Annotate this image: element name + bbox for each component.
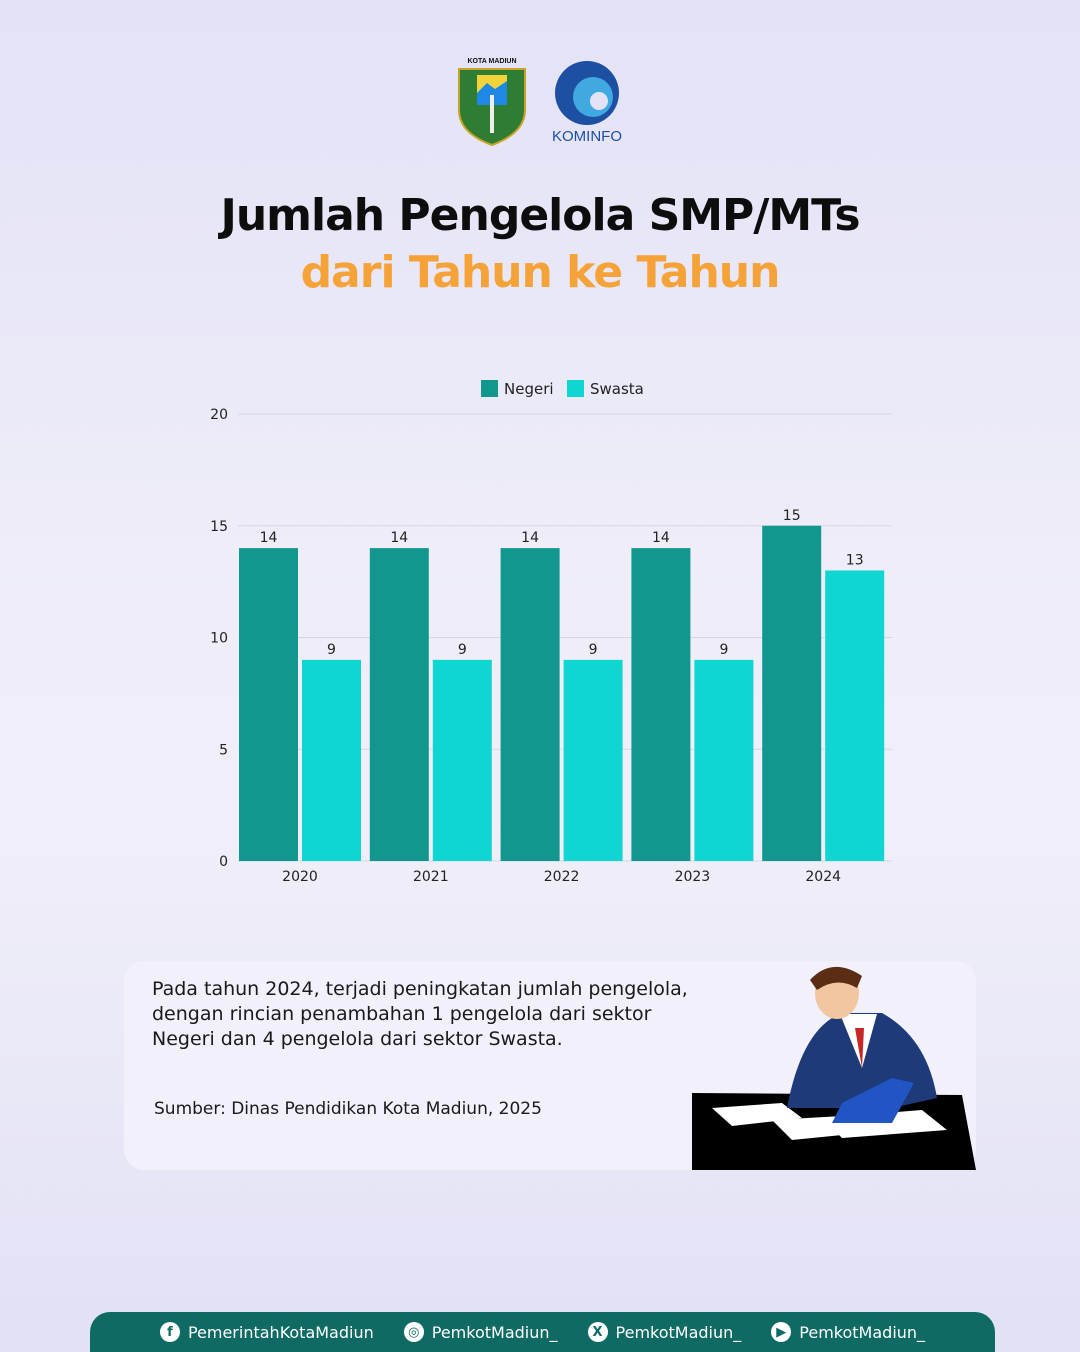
x-tick-label: 2024 (805, 869, 841, 885)
source-text: Sumber: Dinas Pendidikan Kota Madiun, 20… (154, 1099, 542, 1119)
bar-chart: 0 5 10 15 20 Negeri Swasta 14 9 2020 14 9 2021 14 9 202… (210, 380, 892, 885)
footer-label: PemkotMadiun_ (615, 1322, 742, 1342)
bar-swasta-2023 (694, 659, 754, 861)
legend-swatch (481, 380, 498, 397)
x-tick-label: 2022 (544, 869, 580, 885)
data-label: 14 (390, 530, 408, 546)
kota-madiun-logo: KOTA MADIUN (458, 58, 526, 147)
data-label: 14 (652, 530, 670, 546)
data-label: 14 (521, 530, 539, 546)
data-label: 14 (260, 530, 278, 546)
data-label: 9 (589, 642, 598, 658)
footer-youtube[interactable]: ▶ PemkotMadiun_ (771, 1322, 925, 1342)
y-tick-label: 20 (210, 407, 228, 423)
title-line-2: dari Tahun ke Tahun (300, 247, 781, 298)
y-tick-label: 5 (219, 742, 228, 758)
data-label: 9 (458, 642, 467, 658)
title-line-1: Jumlah Pengelola SMP/MTs (220, 190, 860, 241)
footer-facebook[interactable]: f PemerintahKotaMadiun (159, 1322, 374, 1342)
bar-negeri-2020 (239, 548, 298, 861)
footer-label: PemkotMadiun_ (431, 1322, 558, 1342)
y-tick-label: 10 (210, 631, 228, 647)
x-tick-label: 2021 (413, 869, 449, 885)
y-tick-label: 0 (219, 854, 228, 870)
bar-swasta-2020 (302, 659, 361, 861)
kominfo-logo-text: KOMINFO (552, 128, 622, 145)
logos: KOTA MADIUN KOMINFO (455, 55, 629, 147)
bar-negeri-2022 (500, 548, 560, 861)
bar-swasta-2021 (432, 659, 492, 861)
footer-x[interactable]: X PemkotMadiun_ (587, 1322, 742, 1342)
bar-negeri-2021 (369, 548, 429, 861)
kota-madiun-logo-text: KOTA MADIUN (468, 58, 517, 65)
x-tick-label: 2023 (675, 869, 711, 885)
footer-label: PemkotMadiun_ (799, 1322, 926, 1342)
man-writing-illustration (692, 966, 976, 1170)
x-tick-label: 2020 (282, 869, 318, 885)
description-text: Pada tahun 2024, terjadi peningkatan jum… (152, 978, 688, 1050)
facebook-icon: f (159, 1322, 180, 1342)
data-label: 9 (719, 642, 728, 658)
x-icon: X (587, 1322, 608, 1342)
data-label: 9 (327, 642, 336, 658)
bar-swasta-2024 (825, 570, 885, 861)
footer-instagram[interactable]: ◎ PemkotMadiun_ (403, 1322, 558, 1342)
legend-label: Negeri (504, 380, 554, 398)
kominfo-logo: KOMINFO (552, 61, 622, 145)
data-label: 13 (846, 552, 864, 568)
footer-label: PemerintahKotaMadiun (187, 1322, 374, 1342)
data-label: 15 (783, 508, 801, 524)
legend-label: Swasta (590, 380, 644, 398)
legend-swatch (567, 380, 584, 397)
footer-social-bar: f PemerintahKotaMadiun ◎ PemkotMadiun_ X Pe… (90, 1312, 995, 1352)
bar-swasta-2022 (563, 659, 623, 861)
y-tick-label: 15 (210, 519, 228, 535)
bar-negeri-2024 (762, 525, 822, 861)
instagram-icon: ◎ (403, 1322, 424, 1342)
bar-negeri-2023 (631, 548, 691, 861)
youtube-icon: ▶ (771, 1322, 792, 1342)
